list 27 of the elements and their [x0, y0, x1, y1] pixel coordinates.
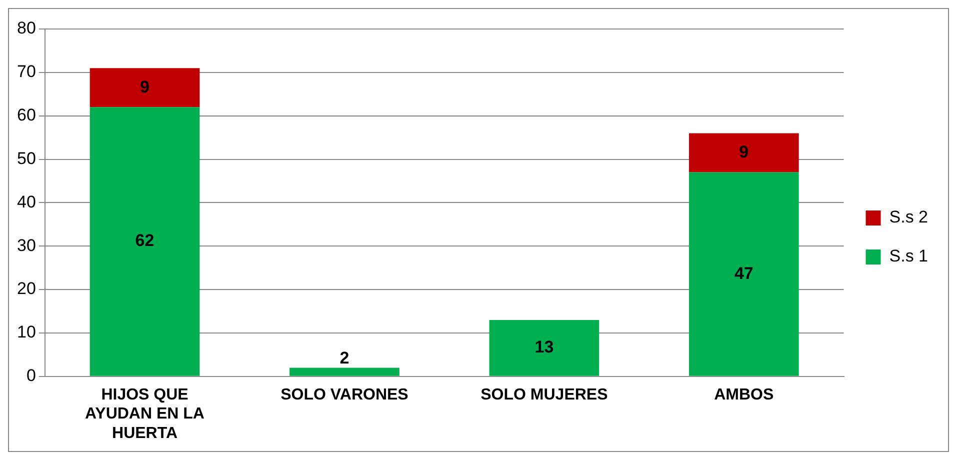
- bar: [290, 368, 400, 376]
- y-tick-label: 40: [16, 192, 36, 212]
- x-tick-label: SOLO VARONES: [280, 386, 409, 404]
- data-label: 13: [534, 338, 554, 357]
- data-label: 2: [340, 348, 350, 368]
- bar: [90, 68, 200, 108]
- data-label: 47: [734, 264, 754, 283]
- y-tick-label: 80: [16, 18, 36, 38]
- bar: [489, 320, 600, 376]
- x-tick-label: AMBOS: [714, 386, 774, 404]
- y-tick-label: 0: [26, 366, 36, 386]
- legend-label: S.s 2: [889, 208, 928, 227]
- data-label: 62: [135, 231, 154, 250]
- bar: [688, 133, 799, 172]
- x-tick-label: HIJOS QUE AYUDAN EN LA HUERTA: [85, 386, 205, 442]
- legend-label: S.s 1: [889, 246, 928, 266]
- x-tick-label: SOLO MUJERES: [480, 386, 608, 404]
- y-tick-label: 70: [16, 62, 36, 82]
- data-label: 9: [140, 77, 150, 96]
- bar: [90, 107, 200, 376]
- bar: [688, 172, 799, 376]
- y-tick-label: 50: [16, 148, 36, 168]
- y-tick-label: 30: [16, 236, 36, 255]
- y-tick-label: 10: [16, 322, 36, 342]
- data-label: 9: [739, 142, 749, 162]
- y-tick-label: 20: [16, 279, 36, 298]
- y-tick-label: 60: [16, 106, 36, 125]
